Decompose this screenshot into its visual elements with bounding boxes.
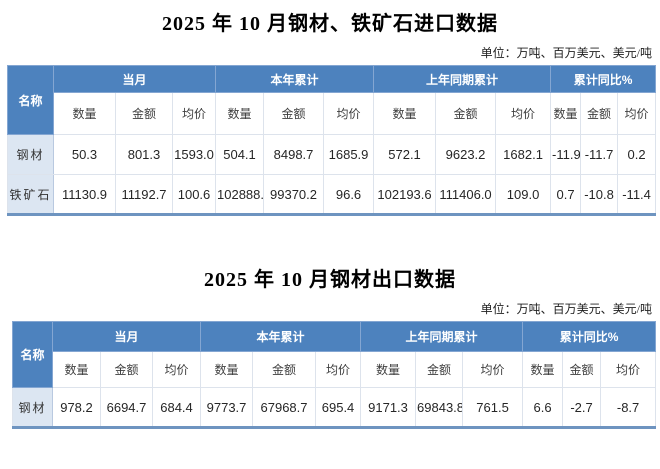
column-group-prior-ytd: 上年同期累计: [373, 65, 552, 93]
data-cell: 69843.8: [415, 387, 464, 428]
column-header-name: 名称: [7, 65, 54, 135]
data-cell: -11.4: [617, 174, 657, 215]
data-cell: 8498.7: [263, 134, 325, 175]
subheader-quantity: 数量: [550, 92, 582, 135]
subheader-quantity: 数量: [200, 351, 254, 388]
subheader-quantity: 数量: [215, 92, 265, 135]
data-cell: 102888.6: [215, 174, 265, 215]
column-group-ytd: 本年累计: [215, 65, 375, 93]
data-cell: 111406.0: [435, 174, 497, 215]
data-cell: 684.4: [151, 387, 202, 428]
column-group-current-month: 当月: [52, 65, 217, 93]
row-label: 铁矿石: [7, 174, 54, 215]
data-cell: 761.5: [462, 387, 524, 428]
data-cell: 6694.7: [100, 387, 153, 428]
data-cell: -8.7: [600, 387, 657, 428]
subheader-amount: 金额: [415, 351, 464, 388]
data-cell: 695.4: [315, 387, 362, 428]
data-cell: 1593.0: [171, 134, 217, 175]
column-group-yoy-percent: 累计同比%: [550, 65, 657, 93]
export-sub-header-row: 数量 金额 均价 数量 金额 均价 数量 金额 均价 数量 金额 均价: [13, 351, 657, 388]
data-cell: 50.3: [53, 134, 116, 175]
data-cell: -11.9: [550, 134, 582, 175]
import-sub-header-row: 数量 金额 均价 数量 金额 均价 数量 金额 均价 数量 金额 均价: [8, 92, 657, 135]
data-cell: 1685.9: [323, 134, 375, 175]
subheader-avg-price: 均价: [323, 92, 375, 135]
import-title: 2025 年 10 月钢材、铁矿石进口数据: [162, 13, 498, 35]
data-cell: 0.2: [617, 134, 657, 175]
data-cell: -10.8: [580, 174, 619, 215]
subheader-amount: 金额: [115, 92, 173, 135]
data-cell: 0.7: [550, 174, 582, 215]
column-group-ytd: 本年累计: [200, 321, 362, 352]
import-group-header-row: 名称 当月 本年累计 上年同期累计 累计同比%: [7, 65, 657, 135]
table-row-iron-ore: 铁矿石 11130.9 11192.7 100.6 102888.6 99370…: [7, 174, 657, 215]
export-group-header-row: 名称 当月 本年累计 上年同期累计 累计同比%: [12, 321, 657, 388]
column-header-name: 名称: [12, 321, 53, 388]
subheader-avg-price: 均价: [315, 351, 362, 388]
data-cell: 9773.7: [200, 387, 254, 428]
subheader-amount: 金额: [580, 92, 619, 135]
data-cell: 801.3: [115, 134, 173, 175]
import-section: 2025 年 10 月钢材、铁矿石进口数据 单位：万吨、百万美元、美元/吨 名称…: [0, 10, 660, 216]
import-unit-label: 单位：万吨、百万美元、美元/吨: [480, 46, 652, 60]
subheader-amount: 金额: [100, 351, 153, 388]
data-cell: -2.7: [562, 387, 602, 428]
data-cell: 1682.1: [495, 134, 552, 175]
export-unit-label: 单位：万吨、百万美元、美元/吨: [480, 302, 652, 316]
data-cell: 572.1: [373, 134, 437, 175]
export-table: 名称 当月 本年累计 上年同期累计 累计同比% 数量 金额 均价 数量 金额 均…: [12, 321, 657, 429]
row-label: 钢材: [7, 134, 54, 175]
data-cell: 99370.2: [263, 174, 325, 215]
subheader-quantity: 数量: [522, 351, 564, 388]
table-row-steel: 钢材 978.2 6694.7 684.4 9773.7 67968.7 695…: [12, 387, 657, 428]
subheader-quantity: 数量: [373, 92, 437, 135]
data-cell: 100.6: [171, 174, 217, 215]
subheader-amount: 金额: [263, 92, 325, 135]
data-cell: 6.6: [522, 387, 564, 428]
data-cell: -11.7: [580, 134, 619, 175]
data-cell: 102193.6: [373, 174, 437, 215]
data-cell: 96.6: [323, 174, 375, 215]
subheader-avg-price: 均价: [495, 92, 552, 135]
table-row-steel: 钢材 50.3 801.3 1593.0 504.1 8498.7 1685.9…: [7, 134, 657, 175]
column-group-prior-ytd: 上年同期累计: [360, 321, 524, 352]
subheader-quantity: 数量: [53, 92, 116, 135]
row-label: 钢材: [12, 387, 53, 428]
data-cell: 504.1: [215, 134, 265, 175]
subheader-quantity: 数量: [52, 351, 101, 388]
column-group-yoy-percent: 累计同比%: [522, 321, 657, 352]
subheader-avg-price: 均价: [151, 351, 202, 388]
data-cell: 978.2: [52, 387, 101, 428]
subheader-quantity: 数量: [360, 351, 417, 388]
data-cell: 11130.9: [53, 174, 116, 215]
column-group-current-month: 当月: [51, 321, 202, 352]
subheader-amount: 金额: [252, 351, 317, 388]
export-section: 2025 年 10 月钢材出口数据 单位：万吨、百万美元、美元/吨 名称 当月 …: [0, 266, 660, 429]
import-table: 名称 当月 本年累计 上年同期累计 累计同比% 数量 金额 均价 数量 金额 均…: [7, 65, 657, 216]
data-cell: 109.0: [495, 174, 552, 215]
subheader-avg-price: 均价: [171, 92, 217, 135]
data-cell: 9623.2: [435, 134, 497, 175]
subheader-avg-price: 均价: [462, 351, 524, 388]
subheader-amount: 金额: [562, 351, 602, 388]
subheader-avg-price: 均价: [600, 351, 657, 388]
subheader-amount: 金额: [435, 92, 497, 135]
subheader-avg-price: 均价: [617, 92, 657, 135]
export-title: 2025 年 10 月钢材出口数据: [204, 269, 456, 291]
data-cell: 9171.3: [360, 387, 417, 428]
data-cell: 67968.7: [252, 387, 317, 428]
data-cell: 11192.7: [115, 174, 173, 215]
